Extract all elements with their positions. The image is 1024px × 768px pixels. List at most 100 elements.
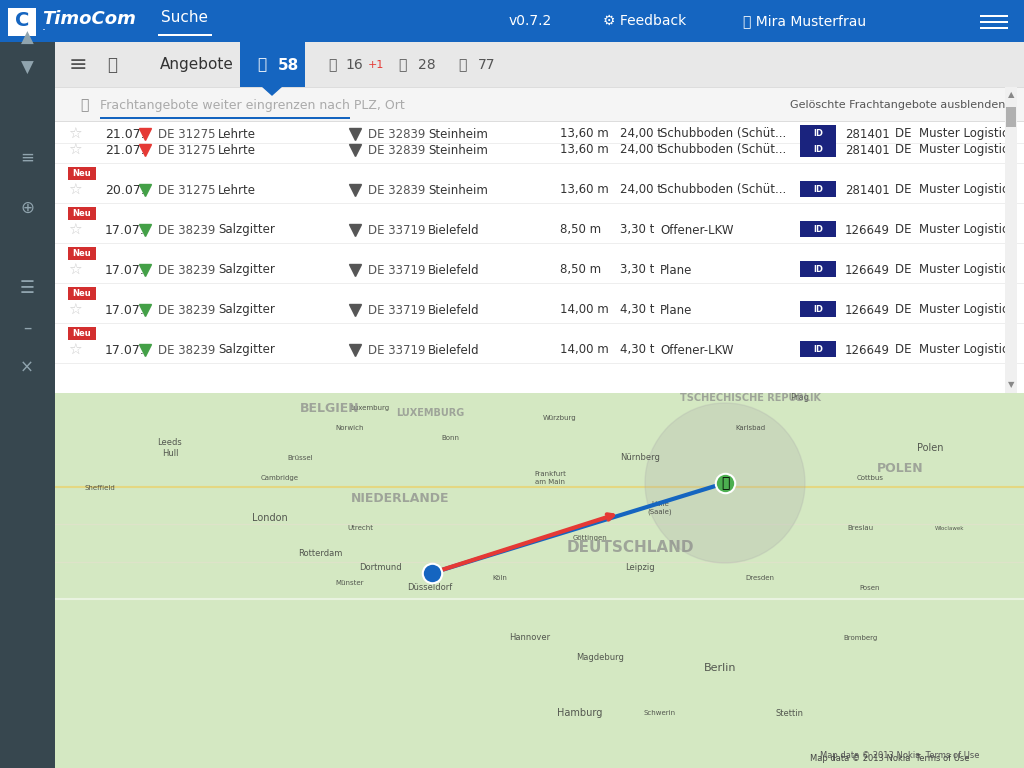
Text: 126649: 126649 (845, 303, 890, 316)
Text: Map data © 2013 Nokia  Terms of Use: Map data © 2013 Nokia Terms of Use (820, 751, 980, 760)
Polygon shape (262, 86, 282, 95)
Text: Neu: Neu (73, 289, 91, 297)
FancyBboxPatch shape (55, 204, 1024, 244)
FancyBboxPatch shape (55, 121, 1024, 122)
FancyBboxPatch shape (1006, 107, 1016, 127)
Text: Sheffield: Sheffield (85, 485, 116, 491)
Text: 77: 77 (478, 58, 496, 72)
FancyBboxPatch shape (1005, 87, 1017, 393)
Text: ☰: ☰ (19, 279, 35, 297)
Text: Polen: Polen (916, 443, 943, 453)
Text: ID: ID (813, 266, 823, 274)
Text: ▼: ▼ (20, 59, 34, 77)
Text: ID: ID (813, 346, 823, 355)
Text: 20.07.: 20.07. (105, 184, 144, 197)
FancyBboxPatch shape (55, 283, 1024, 284)
Text: 14,00 m: 14,00 m (560, 303, 608, 316)
Text: DE 33719: DE 33719 (368, 223, 426, 237)
FancyBboxPatch shape (55, 87, 1024, 88)
Text: Schubboden (Schüt...: Schubboden (Schüt... (660, 127, 786, 141)
Text: Bielefeld: Bielefeld (428, 303, 479, 316)
Text: ID: ID (813, 130, 823, 138)
Text: Breslau: Breslau (847, 525, 873, 531)
Text: 4,30 t: 4,30 t (620, 343, 654, 356)
Text: DE 38239: DE 38239 (158, 223, 215, 237)
Text: DE 33719: DE 33719 (368, 343, 426, 356)
Text: 3,30 t: 3,30 t (620, 263, 654, 276)
Text: ☆: ☆ (69, 183, 82, 197)
Text: Offener-LKW: Offener-LKW (660, 223, 733, 237)
Text: 28: 28 (418, 58, 435, 72)
Text: 126649: 126649 (845, 263, 890, 276)
FancyBboxPatch shape (55, 87, 1024, 393)
Text: Gelöschte Frachtangebote ausblenden: Gelöschte Frachtangebote ausblenden (790, 100, 1005, 110)
Text: 🏠: 🏠 (398, 58, 407, 72)
Text: 24,00 t: 24,00 t (620, 144, 662, 157)
Text: Prag: Prag (791, 393, 810, 402)
Text: Offener-LKW: Offener-LKW (660, 343, 733, 356)
FancyBboxPatch shape (55, 143, 1024, 144)
FancyBboxPatch shape (55, 388, 1024, 393)
Text: Brüssel: Brüssel (287, 455, 312, 461)
Text: 🚚: 🚚 (328, 58, 336, 72)
FancyBboxPatch shape (100, 117, 350, 119)
FancyBboxPatch shape (980, 27, 1008, 29)
Text: v0.7.2: v0.7.2 (508, 14, 552, 28)
Text: Plane: Plane (660, 263, 692, 276)
Text: Rotterdam: Rotterdam (298, 548, 342, 558)
Text: DEUTSCHLAND: DEUTSCHLAND (566, 541, 693, 555)
FancyBboxPatch shape (800, 125, 836, 141)
Text: 21.07.: 21.07. (105, 127, 144, 141)
FancyBboxPatch shape (5, 4, 160, 38)
Text: Salzgitter: Salzgitter (218, 303, 274, 316)
Text: ID: ID (813, 145, 823, 154)
Text: DE  Muster Logistics: DE Muster Logistics (895, 303, 1015, 316)
Text: Posen: Posen (860, 585, 881, 591)
Text: DE  Muster Logistics: DE Muster Logistics (895, 127, 1015, 141)
FancyBboxPatch shape (55, 203, 1024, 204)
Text: DE 31275: DE 31275 (158, 184, 215, 197)
Text: DE  Muster Logistics: DE Muster Logistics (895, 263, 1015, 276)
Text: 17.07.: 17.07. (105, 223, 144, 237)
Text: Halle
(Saale): Halle (Saale) (648, 502, 673, 515)
Text: London: London (252, 513, 288, 523)
Text: DE 31275: DE 31275 (158, 144, 215, 157)
Text: 🚛: 🚛 (257, 58, 266, 72)
Text: Salzgitter: Salzgitter (218, 343, 274, 356)
FancyBboxPatch shape (55, 323, 1024, 324)
Text: ☆: ☆ (69, 127, 82, 141)
FancyBboxPatch shape (980, 21, 1008, 23)
Text: Bielefeld: Bielefeld (428, 263, 479, 276)
FancyBboxPatch shape (158, 34, 212, 36)
Text: ≡: ≡ (69, 55, 87, 75)
Text: Magdeburg: Magdeburg (577, 654, 624, 663)
Text: Schubboden (Schüt...: Schubboden (Schüt... (660, 144, 786, 157)
Text: 8,50 m: 8,50 m (560, 263, 601, 276)
FancyBboxPatch shape (800, 301, 836, 317)
FancyBboxPatch shape (68, 287, 96, 300)
Text: DE  Muster Logistics: DE Muster Logistics (895, 184, 1015, 197)
Text: ID: ID (813, 226, 823, 234)
Text: 🔍: 🔍 (80, 98, 88, 112)
Text: Leipzig: Leipzig (626, 564, 654, 572)
Text: 16: 16 (345, 58, 362, 72)
Text: ⚙ Feedback: ⚙ Feedback (603, 14, 687, 28)
Text: TSCHECHISCHE REPUBLIK: TSCHECHISCHE REPUBLIK (680, 393, 820, 403)
FancyBboxPatch shape (0, 0, 1024, 42)
Text: DE 38239: DE 38239 (158, 303, 215, 316)
FancyBboxPatch shape (55, 124, 1024, 144)
Text: Frachtangebote weiter eingrenzen nach PLZ, Ort: Frachtangebote weiter eingrenzen nach PL… (100, 98, 404, 111)
FancyBboxPatch shape (55, 164, 1024, 204)
Text: Norwich: Norwich (336, 425, 365, 431)
Text: Stettin: Stettin (776, 709, 804, 717)
Text: ☆: ☆ (69, 343, 82, 357)
Text: DE  Muster Logistics: DE Muster Logistics (895, 223, 1015, 237)
Text: Bielefeld: Bielefeld (428, 343, 479, 356)
Text: 281401: 281401 (845, 144, 890, 157)
FancyBboxPatch shape (980, 15, 1008, 17)
FancyBboxPatch shape (55, 124, 1024, 164)
Text: Suche: Suche (162, 11, 209, 25)
Text: Schubboden (Schüt...: Schubboden (Schüt... (660, 184, 786, 197)
Text: Utrecht: Utrecht (347, 525, 373, 531)
Text: Bromberg: Bromberg (843, 635, 878, 641)
